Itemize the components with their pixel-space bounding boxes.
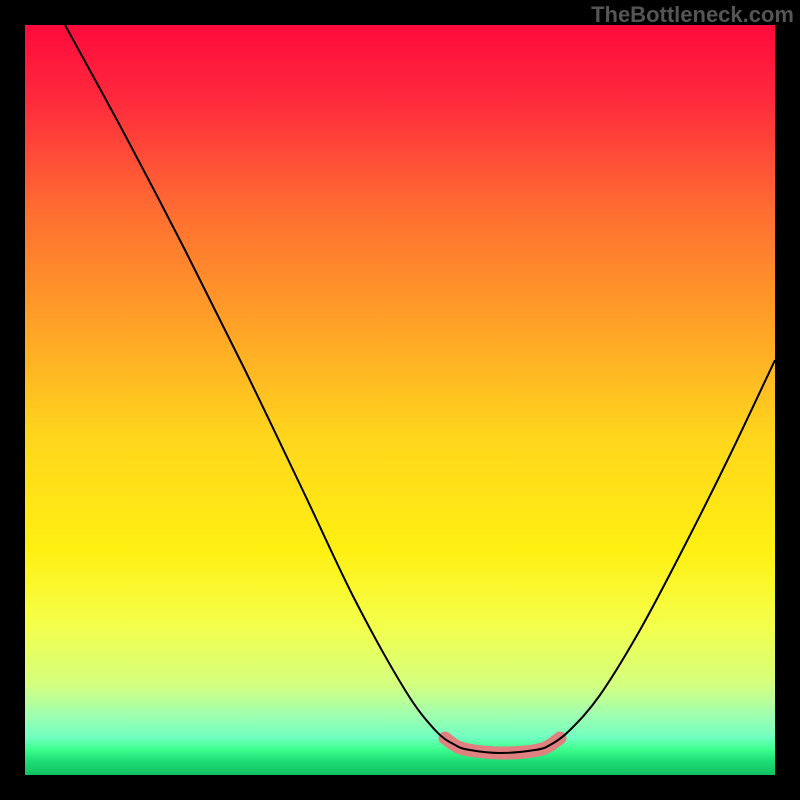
chart-background [25, 25, 775, 775]
chart-svg [25, 25, 775, 775]
watermark-text: TheBottleneck.com [591, 2, 794, 28]
bottleneck-chart [25, 25, 775, 775]
